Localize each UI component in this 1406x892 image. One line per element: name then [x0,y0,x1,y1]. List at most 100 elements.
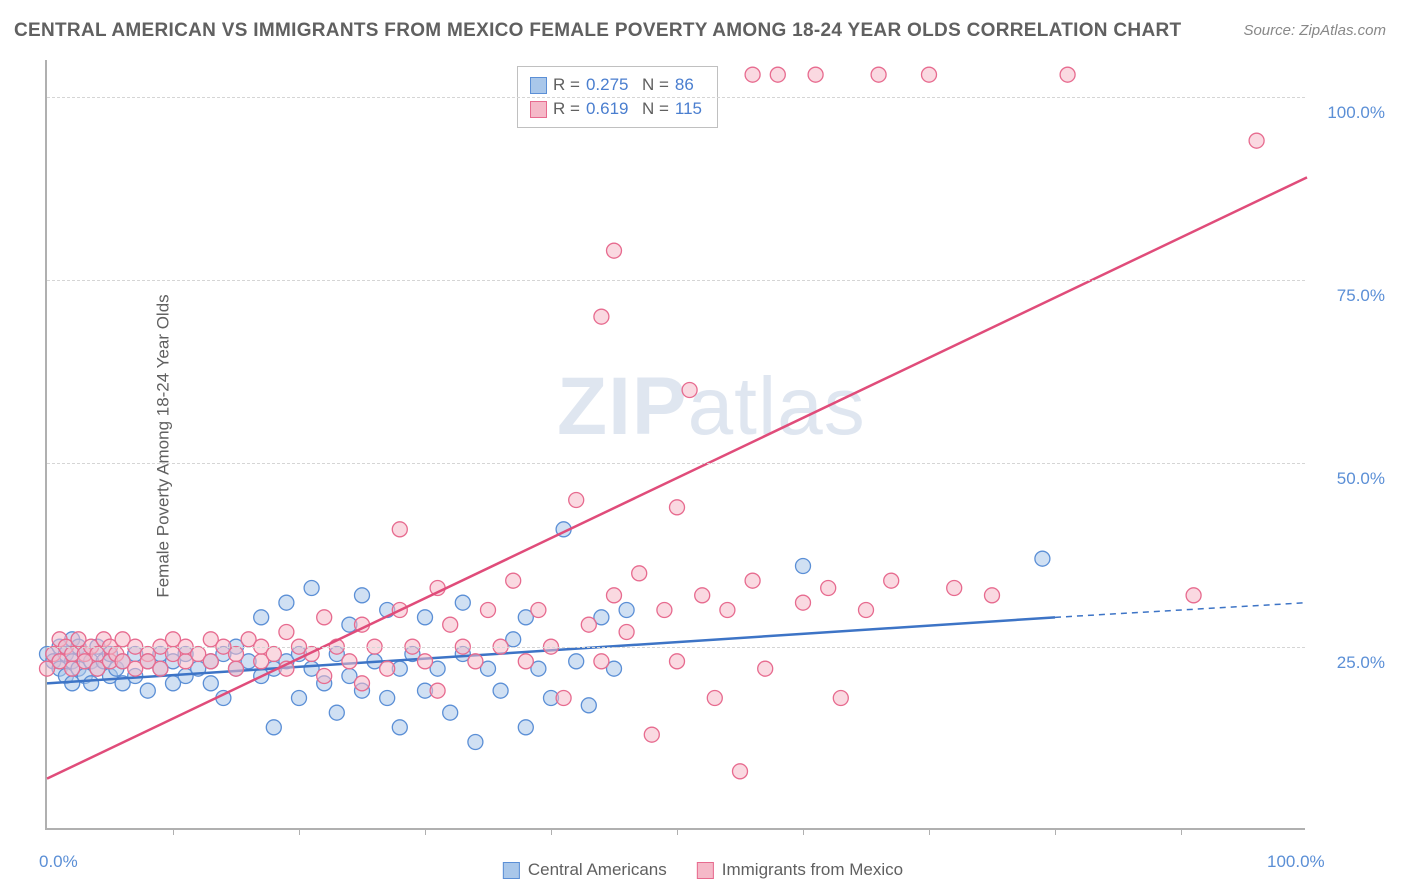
y-tick-label: 50.0% [1337,469,1385,489]
data-point [518,654,533,669]
data-point [833,691,848,706]
data-point [619,603,634,618]
data-point [531,603,546,618]
legend-item: Central Americans [503,860,667,880]
bottom-legend: Central Americans Immigrants from Mexico [503,860,903,880]
legend-label: Immigrants from Mexico [722,860,903,880]
data-point [745,573,760,588]
x-tick-mark [299,828,300,835]
data-point [670,500,685,515]
data-point [140,683,155,698]
source-attribution: Source: ZipAtlas.com [1243,22,1386,39]
x-tick-mark [803,828,804,835]
stat-r-label: R = [553,99,580,119]
data-point [733,764,748,779]
data-point [745,67,760,82]
y-tick-label: 25.0% [1337,653,1385,673]
data-point [871,67,886,82]
data-point [153,661,168,676]
stat-n-value: 115 [675,99,705,119]
x-tick-label: 0.0% [39,852,78,872]
data-point [619,625,634,640]
x-tick-mark [1181,828,1182,835]
data-point [1249,133,1264,148]
data-point [317,669,332,684]
data-point [84,676,99,691]
data-point [695,588,710,603]
data-point [481,603,496,618]
stats-row: R = 0.275 N = 86 [530,73,705,97]
data-point [884,573,899,588]
data-point [657,603,672,618]
data-point [317,610,332,625]
data-point [229,647,244,662]
grid-line [47,280,1305,281]
data-point [796,595,811,610]
data-point [569,654,584,669]
data-point [266,720,281,735]
data-point [581,698,596,713]
stat-r-value: 0.275 [586,75,636,95]
data-point [518,720,533,735]
data-point [707,691,722,706]
y-tick-label: 75.0% [1337,286,1385,306]
x-tick-mark [677,828,678,835]
x-tick-mark [929,828,930,835]
regression-line-extrapolated [1055,603,1307,618]
data-point [594,654,609,669]
data-point [443,705,458,720]
data-point [720,603,735,618]
data-point [203,676,218,691]
stat-n-label: N = [642,75,669,95]
data-point [392,720,407,735]
data-point [556,691,571,706]
grid-line [47,647,1305,648]
data-point [455,595,470,610]
legend-swatch [697,862,714,879]
data-point [493,683,508,698]
data-point [670,654,685,669]
data-point [304,581,319,596]
series-swatch [530,101,547,118]
data-point [342,654,357,669]
x-tick-mark [551,828,552,835]
stat-n-label: N = [642,99,669,119]
stat-r-value: 0.619 [586,99,636,119]
data-point [468,654,483,669]
stat-n-value: 86 [675,75,705,95]
chart-title: CENTRAL AMERICAN VS IMMIGRANTS FROM MEXI… [14,20,1181,42]
data-point [1060,67,1075,82]
data-point [506,573,521,588]
data-point [607,588,622,603]
data-point [229,661,244,676]
data-point [418,654,433,669]
data-point [607,243,622,258]
data-point [770,67,785,82]
data-point [254,610,269,625]
data-point [682,383,697,398]
data-point [292,691,307,706]
grid-line [47,463,1305,464]
data-point [279,625,294,640]
data-point [808,67,823,82]
legend-item: Immigrants from Mexico [697,860,903,880]
data-point [581,617,596,632]
data-point [632,566,647,581]
data-point [594,309,609,324]
data-point [1186,588,1201,603]
data-point [569,493,584,508]
data-point [279,595,294,610]
data-point [203,654,218,669]
data-point [392,522,407,537]
data-point [1035,551,1050,566]
data-point [859,603,874,618]
x-tick-mark [173,828,174,835]
data-point [355,588,370,603]
data-point [380,691,395,706]
data-point [644,727,659,742]
x-tick-mark [425,828,426,835]
y-tick-label: 100.0% [1327,103,1385,123]
grid-line [47,97,1305,98]
stat-r-label: R = [553,75,580,95]
data-point [380,661,395,676]
